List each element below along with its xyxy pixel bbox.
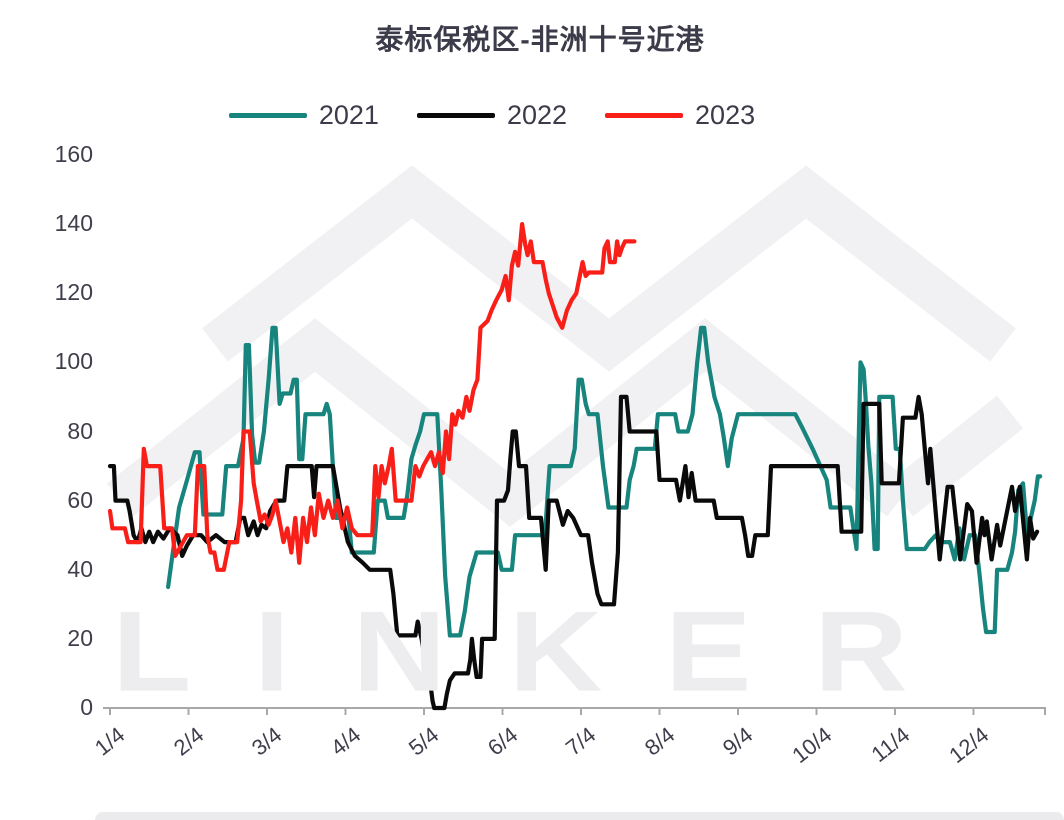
y-axis-tick-label: 120 (54, 279, 93, 306)
y-axis-tick-label: 60 (67, 486, 93, 513)
series-line-2022 (107, 394, 1040, 711)
legend-swatch-2022 (416, 113, 495, 118)
legend-label: 2022 (506, 100, 568, 130)
y-axis-tick-label: 160 (54, 141, 93, 167)
watermark-chevron-pattern (202, 165, 1016, 372)
legend-item-2022: 2022 (416, 100, 568, 131)
watermark-linker-text: LINKER (112, 586, 971, 716)
watermark-chevron-pattern (886, 395, 1024, 517)
y-axis-tick-label: 140 (54, 210, 93, 237)
legend-item-2023: 2023 (605, 100, 755, 131)
legend: 2021 2022 2023 (0, 100, 1064, 131)
y-axis-tick-label: 20 (67, 624, 93, 651)
series-line-2023 (107, 222, 637, 572)
legend-label: 2021 (318, 100, 379, 130)
y-axis-tick-label: 100 (54, 348, 93, 375)
bottom-divider (95, 812, 1064, 820)
y-axis-tick-label: 40 (67, 555, 93, 582)
chart-title: 泰标保税区-非洲十号近港 (375, 24, 705, 55)
y-axis-tick-label: 0 (80, 694, 93, 720)
legend-item-2021: 2021 (228, 100, 379, 131)
legend-swatch-2023 (605, 113, 684, 118)
y-axis-tick-label: 80 (67, 417, 93, 444)
legend-label: 2023 (695, 100, 756, 130)
legend-swatch-2021 (228, 113, 307, 118)
